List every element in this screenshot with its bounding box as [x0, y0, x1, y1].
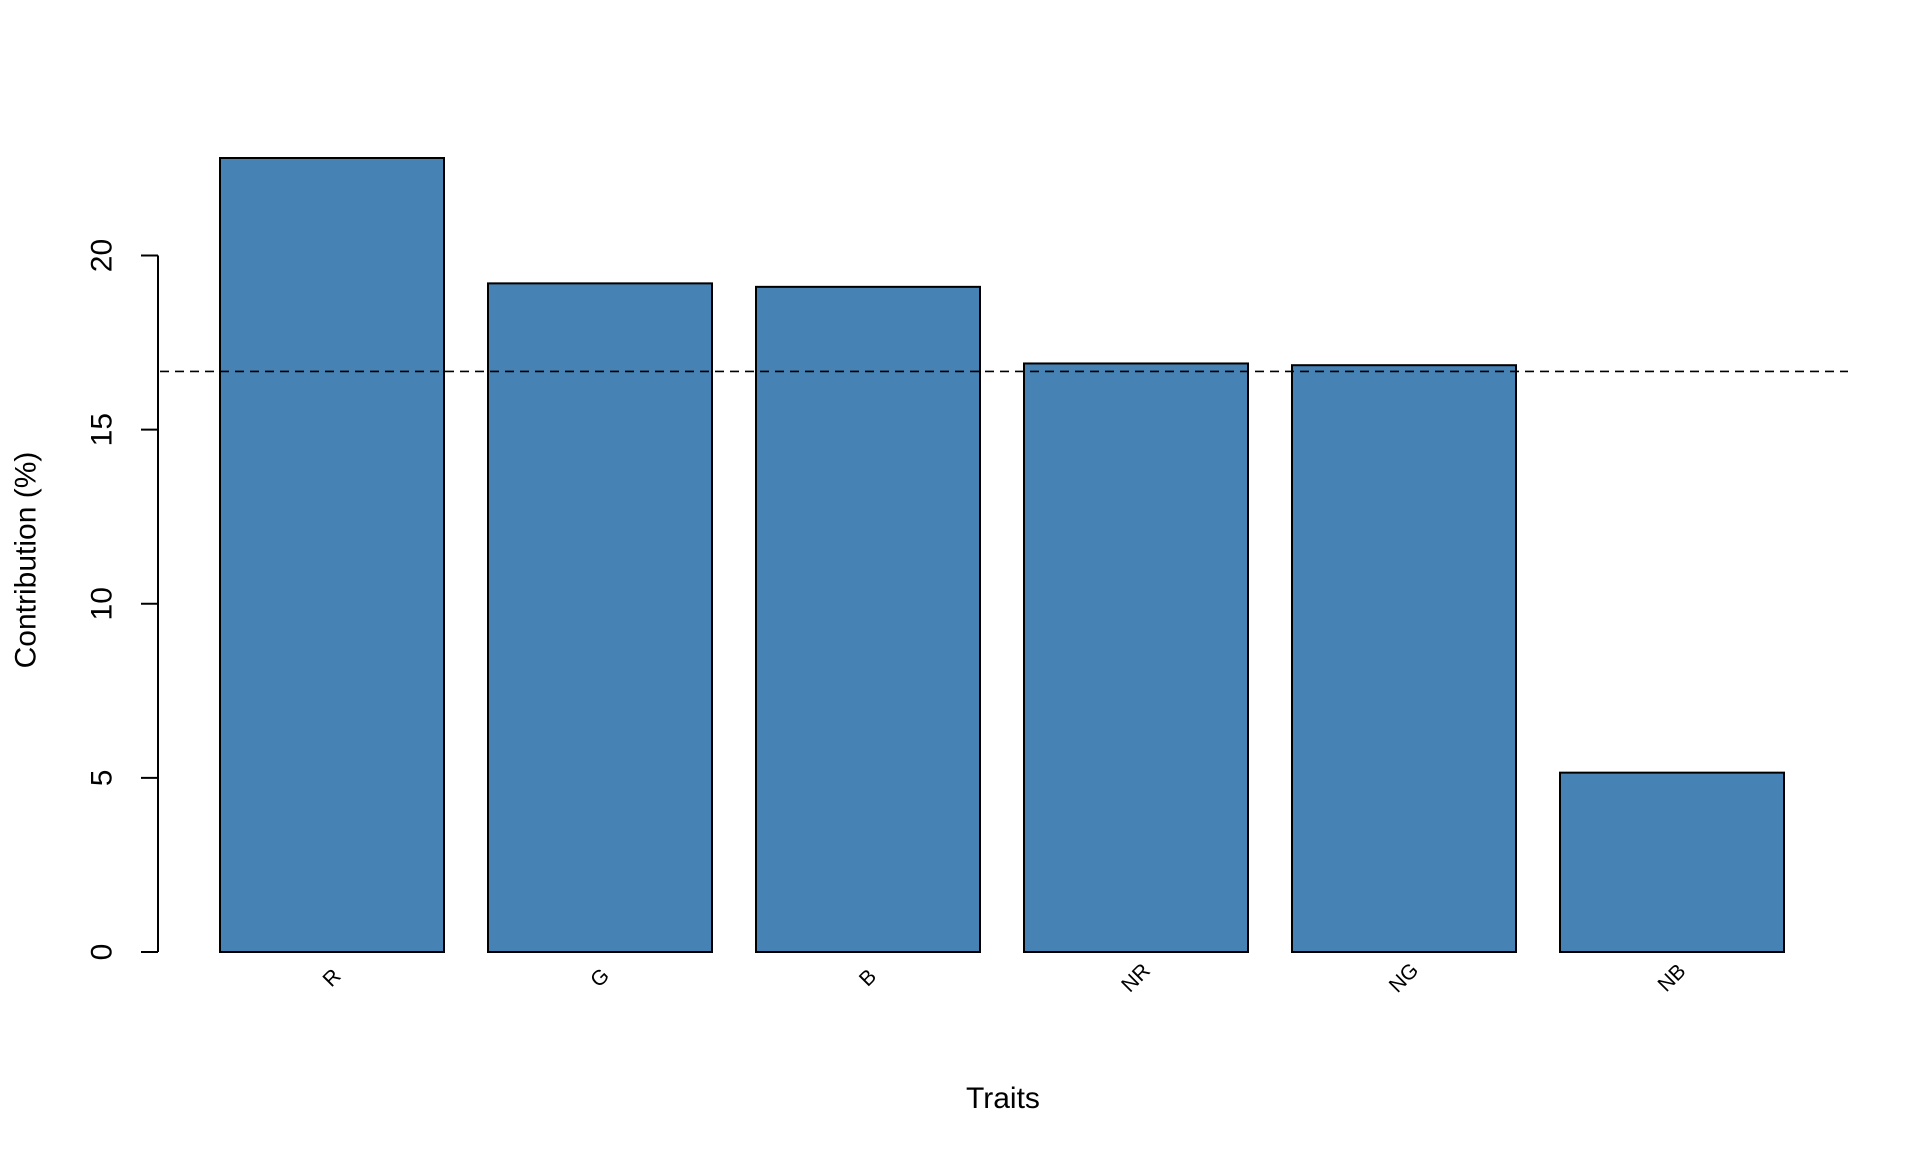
bar-nr [1023, 362, 1249, 953]
y-tick-label-20: 20 [86, 239, 119, 272]
y-axis-title: Contribution (%) [10, 452, 43, 669]
bar-r [219, 157, 445, 953]
y-axis: 0 5 10 15 20 [86, 239, 159, 961]
bar-ng [1291, 364, 1517, 954]
bar-g [487, 282, 713, 953]
x-axis-labels: R G B NR NG NB [319, 959, 1691, 998]
y-tick-label-15: 15 [86, 413, 119, 446]
x-tick-label-r: R [319, 965, 346, 992]
x-tick-label-ng: NG [1385, 959, 1424, 998]
x-tick-label-nb: NB [1654, 960, 1691, 997]
bars-layer [219, 157, 1785, 954]
bar-b [755, 285, 981, 953]
y-tick-label-0: 0 [86, 944, 119, 961]
y-tick-label-10: 10 [86, 587, 119, 620]
x-axis-title: Traits [966, 1082, 1040, 1115]
bar-nb [1559, 771, 1785, 953]
x-tick-label-b: B [855, 965, 881, 991]
x-tick-label-nr: NR [1117, 959, 1155, 997]
y-tick-label-5: 5 [86, 770, 119, 787]
x-tick-label-g: G [586, 964, 614, 992]
